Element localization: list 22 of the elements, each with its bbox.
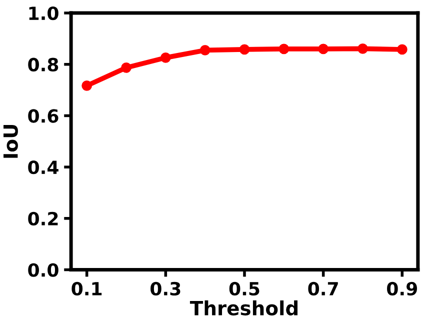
x-tick-label: 0.3 (150, 282, 180, 296)
y-tick-label: 0.0 (28, 263, 58, 277)
point (278, 44, 290, 54)
x-tick-label: 0.9 (387, 282, 417, 296)
point (239, 44, 250, 55)
point (200, 45, 210, 56)
x-tick-label: 0.7 (308, 282, 338, 296)
point (160, 52, 171, 63)
x-axis-title: Threshold (190, 300, 298, 316)
point (358, 43, 368, 54)
point (82, 80, 92, 91)
y-axis-title: IoU (4, 124, 18, 158)
y-tick-label: 0.2 (28, 212, 58, 226)
point (396, 44, 408, 55)
x-tick-label: 0.1 (72, 282, 102, 296)
x-tick-label: 0.5 (229, 282, 260, 296)
y-tick-label: 0.8 (28, 58, 58, 72)
point (121, 62, 132, 73)
y-tick-label: 0.4 (28, 160, 58, 174)
y-tick-label: 1.0 (29, 6, 58, 20)
y-tick-label: 0.6 (28, 109, 58, 123)
point (318, 44, 329, 54)
